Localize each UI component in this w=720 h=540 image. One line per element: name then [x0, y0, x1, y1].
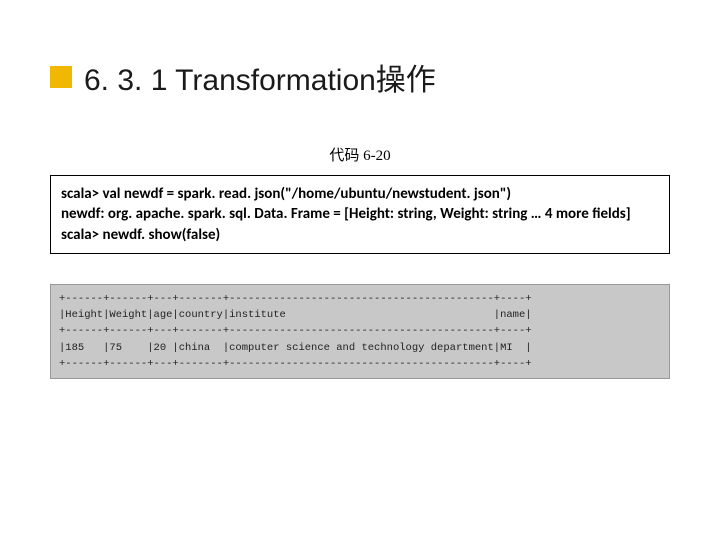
output-line: |185 |75 |20 |china |computer science an…: [59, 342, 532, 354]
code-line: scala> newdf. show(false): [61, 225, 659, 245]
title-bullet-icon: [50, 66, 72, 88]
code-line: newdf: org. apache. spark. sql. Data. Fr…: [61, 204, 659, 224]
code-line: scala> val newdf = spark. read. json("/h…: [61, 184, 659, 204]
output-line: +------+------+---+-------+-------------…: [59, 358, 532, 370]
output-line: +------+------+---+-------+-------------…: [59, 293, 532, 305]
slide-container: 6. 3. 1 Transformation操作 代码 6-20 scala> …: [0, 0, 720, 379]
code-listing: scala> val newdf = spark. read. json("/h…: [50, 175, 670, 254]
output-line: |Height|Weight|age|country|institute |na…: [59, 309, 532, 321]
title-row: 6. 3. 1 Transformation操作: [50, 55, 670, 99]
console-output: +------+------+---+-------+-------------…: [50, 284, 670, 379]
output-line: +------+------+---+-------+-------------…: [59, 325, 532, 337]
slide-title: 6. 3. 1 Transformation操作: [84, 55, 436, 99]
code-caption: 代码 6-20: [50, 144, 670, 165]
